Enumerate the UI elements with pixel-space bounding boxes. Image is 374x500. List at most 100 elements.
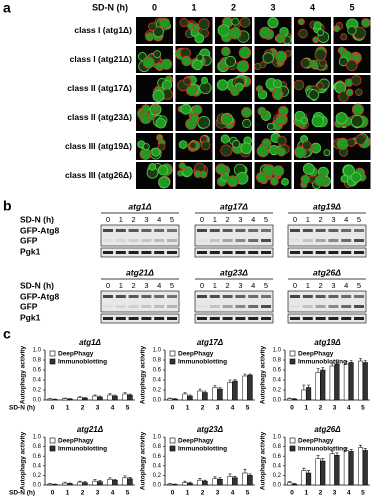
chart-title: atg1Δ xyxy=(79,338,101,347)
cell xyxy=(257,106,267,116)
bar xyxy=(82,482,88,486)
blot xyxy=(194,290,274,313)
cell xyxy=(152,90,165,103)
bar xyxy=(182,393,188,401)
row-label: class III (atg19Δ) xyxy=(65,141,132,151)
error-bar xyxy=(93,394,97,396)
y-axis-label: Autophagy activity xyxy=(140,346,147,405)
error-bar xyxy=(248,473,252,476)
band xyxy=(209,317,220,320)
x-tick-label: 5 xyxy=(246,405,250,412)
legend-swatch xyxy=(289,358,296,365)
band xyxy=(328,295,339,298)
bar xyxy=(127,394,133,401)
bar xyxy=(107,394,113,401)
lane-label: 5 xyxy=(170,281,174,290)
lane-label: 1 xyxy=(213,215,217,224)
cell xyxy=(298,28,308,39)
error-bar xyxy=(288,481,292,483)
cell xyxy=(151,147,161,157)
y-axis-label: Autophagy activity xyxy=(140,432,147,491)
error-bar xyxy=(302,384,306,390)
band xyxy=(290,251,300,254)
band xyxy=(261,305,271,308)
band-label: Pgk1 xyxy=(20,246,41,256)
error-bar xyxy=(123,392,127,394)
error-bar xyxy=(173,398,177,399)
band xyxy=(261,251,271,254)
cell xyxy=(352,53,360,62)
band xyxy=(302,305,313,308)
band xyxy=(222,317,233,320)
cell xyxy=(256,171,268,184)
cell xyxy=(275,33,286,44)
blot xyxy=(287,224,367,247)
bar xyxy=(67,398,73,401)
band xyxy=(141,229,152,232)
y-axis-label: Autophagy activity xyxy=(260,346,267,405)
band xyxy=(154,229,165,232)
band xyxy=(209,305,220,308)
band xyxy=(341,251,352,254)
legend-swatch xyxy=(169,437,176,444)
band xyxy=(261,295,271,298)
band xyxy=(290,305,300,308)
band xyxy=(235,239,246,242)
blot xyxy=(194,313,274,324)
legend-swatch xyxy=(49,358,56,365)
cell xyxy=(242,118,252,129)
cell xyxy=(275,50,288,63)
band xyxy=(222,239,233,242)
legend-label: Immunoblotting xyxy=(298,359,347,366)
x-tick-label: 0 xyxy=(51,490,55,497)
cell xyxy=(300,58,311,69)
cell xyxy=(139,148,152,161)
cell xyxy=(221,114,233,125)
band xyxy=(167,295,177,298)
y-tick-label: 0.4 xyxy=(33,463,42,469)
error-bar xyxy=(213,385,217,388)
axis-label: SD-N (h) xyxy=(92,2,128,12)
band xyxy=(354,239,364,242)
cell xyxy=(262,52,274,64)
bar xyxy=(127,478,133,486)
x-tick-label: 2 xyxy=(201,490,205,497)
band xyxy=(315,229,326,232)
bar xyxy=(202,480,208,486)
x-tick-label: 0 xyxy=(171,405,175,412)
error-bar xyxy=(188,394,192,396)
y-tick-label: 1.0 xyxy=(153,435,162,441)
bar xyxy=(242,375,248,401)
band xyxy=(302,239,313,242)
band xyxy=(290,239,300,242)
error-bar xyxy=(248,373,252,375)
bar xyxy=(82,397,88,401)
error-bar xyxy=(78,396,82,398)
band-label: GFP-Atg8 xyxy=(20,291,59,301)
x-tick-label: 4 xyxy=(111,490,115,497)
band xyxy=(261,229,271,232)
y-tick-label: 0.4 xyxy=(273,378,282,384)
error-bar xyxy=(128,393,132,395)
cell xyxy=(217,24,230,37)
lane-label: 3 xyxy=(331,281,335,290)
bar xyxy=(358,360,364,401)
cell xyxy=(333,25,341,33)
blot-title: atg17Δ xyxy=(220,201,248,211)
band-label: Pgk1 xyxy=(20,312,41,322)
error-bar xyxy=(233,476,237,478)
cell xyxy=(317,29,325,37)
cell xyxy=(228,26,242,40)
cell xyxy=(192,104,203,115)
band xyxy=(128,239,139,242)
bar xyxy=(112,479,118,486)
lane-label: 3 xyxy=(331,215,335,224)
bar xyxy=(329,365,335,401)
band xyxy=(302,251,313,254)
error-bar xyxy=(53,398,57,400)
cell xyxy=(142,143,150,151)
bar xyxy=(287,482,293,486)
bar xyxy=(227,476,233,486)
cell xyxy=(155,62,165,72)
bar xyxy=(306,387,312,401)
